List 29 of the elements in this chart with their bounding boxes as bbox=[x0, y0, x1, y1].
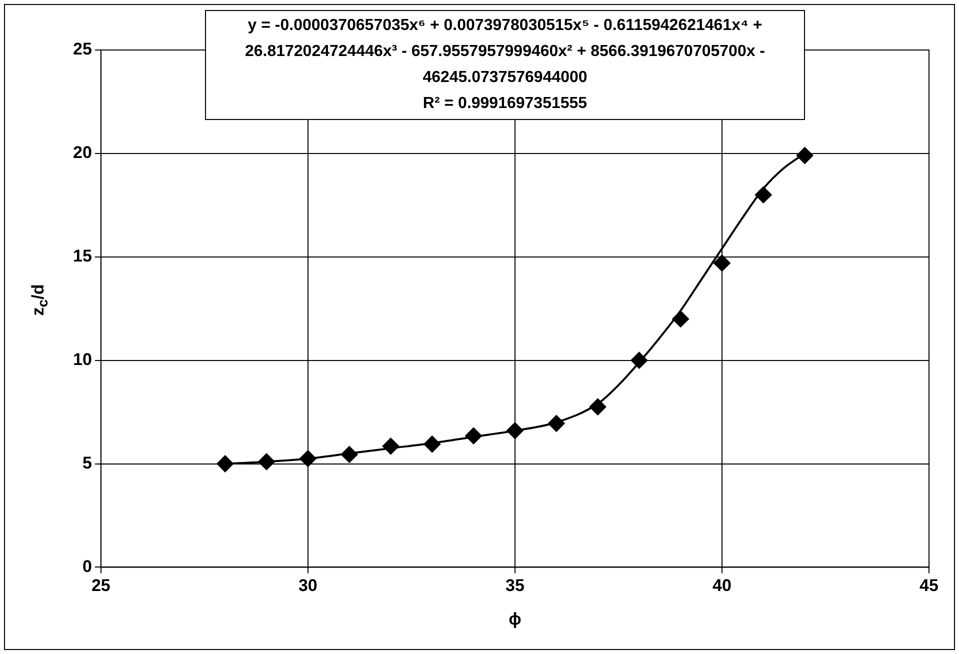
x-tick-label: 40 bbox=[712, 576, 732, 596]
y-tick-label: 15 bbox=[72, 246, 92, 266]
point bbox=[630, 352, 648, 369]
point bbox=[216, 455, 234, 472]
equation-box: y = -0.0000370657035x⁶ + 0.0073978030515x⁵ - 0.6115942621461x⁴ + 26.8172024724446x³ - 657.9557957999460x² + 8566.3919670705700x - 46245.0737576944000 R² = 0.9991697351555 bbox=[205, 10, 805, 120]
point bbox=[299, 450, 316, 468]
x-tick-label: 35 bbox=[505, 576, 524, 596]
point bbox=[672, 310, 690, 328]
y-tick-label: 10 bbox=[72, 350, 92, 370]
x-tick-label: 30 bbox=[298, 576, 318, 596]
point bbox=[796, 147, 814, 164]
point bbox=[754, 186, 772, 204]
y-tick-label: 20 bbox=[72, 143, 92, 162]
point bbox=[713, 254, 730, 272]
point bbox=[258, 453, 276, 470]
point bbox=[589, 398, 606, 416]
point bbox=[424, 436, 441, 453]
annotation: R² = 0.9991697351555 bbox=[422, 94, 588, 114]
y-tick-label: 25 bbox=[72, 40, 92, 59]
point bbox=[382, 438, 400, 455]
annotation: y = -0.0000370657035x⁶ + 0.0073978030515x⁵ - 0.6115942621461x⁴ + 26.8172024724446x³ - 657.9557957999460x² + 8566.3919670705700x - 46245.0737576944000 bbox=[244, 16, 766, 88]
point bbox=[506, 422, 524, 440]
x-axis-title: ϕ bbox=[508, 609, 522, 628]
y-tick-label: 5 bbox=[82, 453, 92, 472]
point bbox=[548, 414, 565, 432]
point bbox=[465, 427, 482, 444]
x-tick-label: 45 bbox=[920, 576, 938, 596]
y-tick-label: 0 bbox=[82, 556, 92, 576]
point bbox=[340, 446, 358, 463]
